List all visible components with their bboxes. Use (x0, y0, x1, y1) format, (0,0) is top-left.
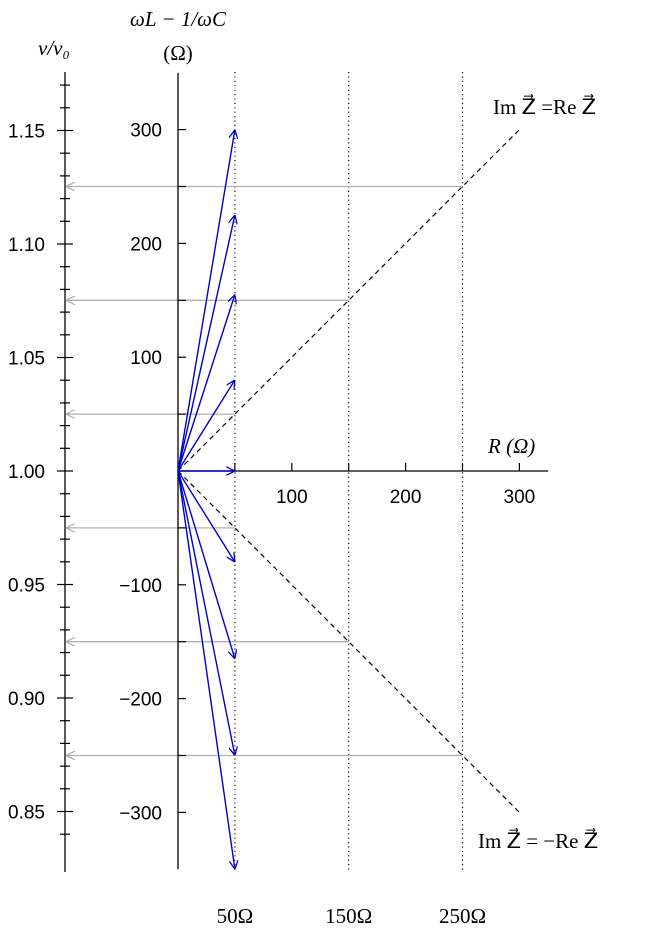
reactance-tick-label: −300 (119, 803, 162, 824)
reactance-axis: 300 200 100 −100 −200 −300 ωL − 1/ωC (Ω) (119, 7, 227, 870)
reactance-axis-unit: (Ω) (163, 41, 193, 65)
reactance-tick-label: −200 (119, 690, 162, 711)
resistance-ticks (234, 463, 521, 471)
frequency-tick-label: 0.85 (8, 803, 45, 824)
resistance-axis: 100 200 300 R (Ω) (178, 434, 549, 508)
reactance-ticks (178, 129, 186, 814)
frequency-tick-label: 0.90 (8, 689, 45, 710)
impedance-phasor-arrow (177, 470, 235, 562)
resistance-tick-label: 300 (504, 487, 536, 508)
upper-diagonal-label: Im Z⃗ =Re Z⃗ (493, 94, 596, 119)
impedance-phasor-arrow (177, 470, 235, 869)
impedance-phasor-arrow (177, 470, 235, 659)
reactance-tick-label: 100 (130, 348, 162, 369)
reactance-tick-label: 300 (130, 121, 162, 142)
frequency-tick-labels: 1.15 1.10 1.05 1.00 0.95 0.90 0.85 (8, 122, 45, 824)
guide-label: 150Ω (325, 904, 372, 928)
frequency-tick-label: 1.15 (8, 122, 45, 143)
vertical-guide-lines (234, 72, 464, 872)
impedance-phasor-arrow (177, 380, 235, 472)
impedance-phasor-arrow (177, 470, 235, 756)
frequency-tick-label: 1.10 (8, 235, 45, 256)
resistance-tick-labels: 100 200 300 (276, 487, 535, 508)
reactance-tick-labels: 300 200 100 −100 −200 −300 (119, 121, 162, 825)
resistance-tick-label: 200 (390, 487, 422, 508)
frequency-ticks (57, 84, 73, 835)
frequency-tick-label: 1.00 (8, 462, 45, 483)
gray-projection-arrows (66, 187, 463, 756)
frequency-axis-label: ν/ν₀ (38, 36, 70, 60)
guide-label: 250Ω (439, 904, 486, 928)
resistance-tick-label: 100 (276, 487, 308, 508)
guide-label: 50Ω (217, 904, 254, 928)
impedance-phasors (177, 130, 235, 870)
impedance-phasor-arrow (177, 295, 235, 472)
frequency-tick-label: 0.95 (8, 576, 45, 597)
reactance-tick-label: −100 (119, 576, 162, 597)
frequency-axis: 1.15 1.10 1.05 1.00 0.95 0.90 0.85 ν/ν₀ (8, 36, 73, 872)
reactance-axis-label: ωL − 1/ωC (130, 7, 227, 31)
guide-labels: 50Ω 150Ω 250Ω (217, 904, 486, 928)
impedance-phasor-arrow (177, 215, 235, 472)
lower-diagonal-label: Im Z⃗ = −Re Z⃗ (478, 828, 598, 853)
frequency-tick-label: 1.05 (8, 349, 45, 370)
impedance-phasor-arrow (177, 130, 235, 472)
resistance-axis-label: R (Ω) (487, 434, 535, 458)
reactance-tick-label: 200 (130, 234, 162, 255)
